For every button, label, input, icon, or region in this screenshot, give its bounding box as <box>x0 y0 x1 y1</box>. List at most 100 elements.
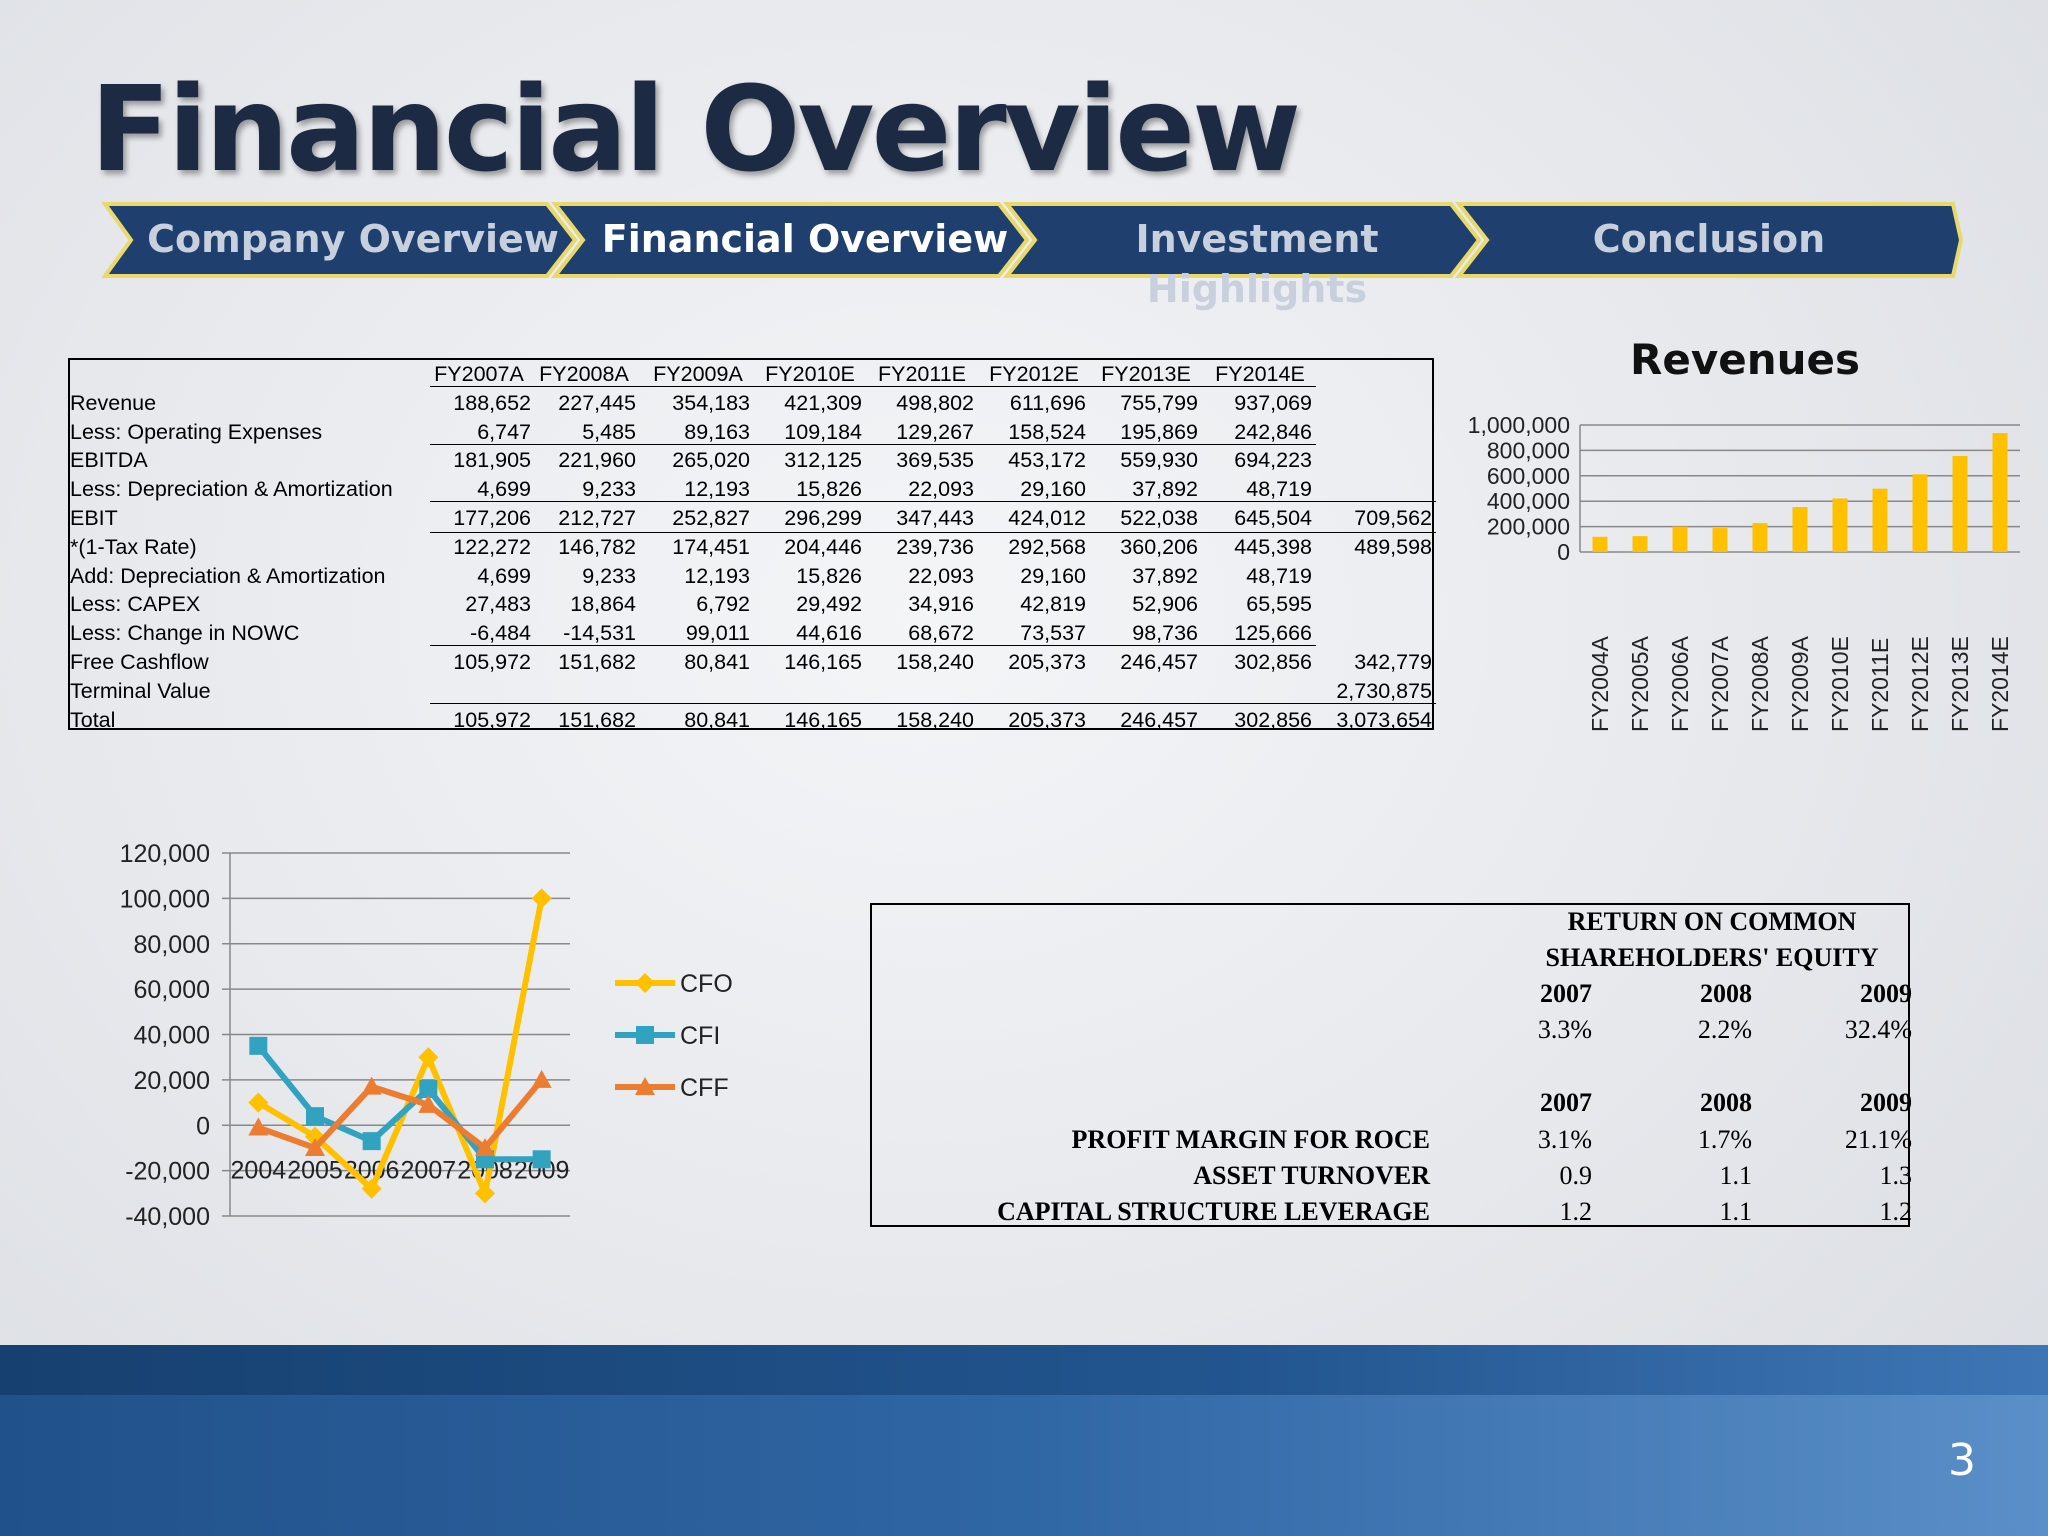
rule-line <box>430 532 1436 533</box>
table-header-cell: FY2014E <box>1215 362 1305 386</box>
table-row: *(1-Tax Rate) 122,272 146,782 174,451 204,44… <box>70 533 1432 561</box>
table-cell: 302,856 <box>1234 650 1312 674</box>
table-cell: 12,193 <box>684 563 750 588</box>
roce-row-value: 0.9 <box>1559 1161 1593 1190</box>
table-cell: 246,457 <box>1120 707 1198 732</box>
section-navigation: Company Overview Financial Overview Inve… <box>95 200 1965 311</box>
revenue-bar <box>1872 488 1888 552</box>
x-tick-label: FY2010E <box>1827 636 1853 732</box>
legend-label: CFO <box>680 970 733 998</box>
table-cell: 204,446 <box>784 534 862 559</box>
table-cell: 99,011 <box>685 621 750 646</box>
revenue-bar <box>1952 456 1968 552</box>
table-header-row: FY2007A FY2008A FY2009A FY2010E FY2011E FY201… <box>70 360 1432 388</box>
table-cell: 4,699 <box>477 563 531 588</box>
square-marker <box>249 1036 268 1055</box>
table-header-cell: FY2007A <box>434 362 524 386</box>
roce-table: RETURN ON COMMON SHAREHOLDERS' EQUITY 2007… <box>870 903 1913 1227</box>
table-header-cell: FY2012E <box>989 362 1079 386</box>
table-cell: 246,457 <box>1120 650 1198 674</box>
y-tick-label: 60,000 <box>134 976 210 1004</box>
table-cell: 221,960 <box>558 448 636 473</box>
row-label: Less: CAPEX <box>70 592 201 617</box>
roe-value: 3.3% <box>1537 1015 1592 1044</box>
table-cell: 6,747 <box>477 419 531 444</box>
diamond-marker <box>475 1183 495 1204</box>
series-line-cfo <box>256 897 545 1197</box>
table-cell: 212,727 <box>558 506 636 530</box>
roce-row-value: 1.3 <box>1879 1161 1913 1190</box>
table-cell: 453,172 <box>1008 448 1086 473</box>
table-cell: 105,972 <box>453 707 531 732</box>
table-cell: 158,240 <box>896 707 974 732</box>
table-cell: 6,792 <box>696 592 750 617</box>
table-cell: 22,093 <box>908 563 974 588</box>
table-cell: 105,972 <box>453 650 531 674</box>
y-tick-label: 600,000 <box>1487 463 1570 489</box>
revenues-chart-title: Revenues <box>1630 335 1860 384</box>
table-cell: 12,193 <box>684 477 750 502</box>
table-cell: 611,696 <box>1009 390 1086 415</box>
table-row: Less: CAPEX 27,483 18,864 6,792 29,492 34,916… <box>70 590 1432 618</box>
triangle-marker <box>248 1117 269 1136</box>
x-tick-label: 2004 <box>231 1156 287 1184</box>
table-cell: 80,841 <box>684 707 750 732</box>
table-cell: 48,719 <box>1246 563 1312 588</box>
square-marker <box>636 1026 654 1044</box>
tab-investment-highlights[interactable]: Investment Highlights <box>1135 217 1379 311</box>
page-number: 3 <box>1948 1435 1976 1486</box>
revenue-bar <box>1752 523 1768 552</box>
table-cell: 158,524 <box>1008 419 1086 444</box>
x-tick-label: FY2011E <box>1867 638 1893 732</box>
table-cell: 205,373 <box>1008 650 1086 674</box>
table-header-cell: FY2013E <box>1101 362 1191 386</box>
table-cell: -6,484 <box>470 621 531 646</box>
triangle-marker <box>635 1077 655 1095</box>
table-cell: 292,568 <box>1008 534 1086 559</box>
tab-conclusion[interactable]: Conclusion <box>1592 217 1826 261</box>
table-cell: 498,802 <box>896 390 974 415</box>
x-tick-label: FY2004A <box>1587 635 1613 732</box>
roce-title: SHAREHOLDERS' EQUITY <box>1545 943 1879 972</box>
y-tick-label: 40,000 <box>134 1022 210 1050</box>
table-cell: 694,223 <box>1234 448 1312 473</box>
y-tick-label: 100,000 <box>120 885 210 913</box>
triangle-marker <box>361 1076 382 1095</box>
roe-value: 32.4% <box>1844 1015 1912 1044</box>
table-cell: 73,537 <box>1020 621 1086 646</box>
triangle-marker <box>305 1137 325 1156</box>
table-cell: 645,504 <box>1234 506 1312 530</box>
table-cell: 129,267 <box>896 419 974 444</box>
table-cell: 177,206 <box>453 506 531 530</box>
tab-company-overview[interactable]: Company Overview <box>147 217 559 261</box>
table-cell: 360,206 <box>1120 534 1198 559</box>
roce-row-label: ASSET TURNOVER <box>1193 1161 1430 1190</box>
table-cell: 48,719 <box>1246 477 1312 502</box>
table-cell: 188,652 <box>453 390 531 415</box>
table-cell: 5,485 <box>582 419 636 444</box>
table-cell: 29,160 <box>1020 477 1086 502</box>
table-cell: 522,038 <box>1120 506 1198 530</box>
footer-band <box>0 1345 2048 1536</box>
table-row: Total 105,972 151,682 80,841 146,165 158,240 2… <box>70 706 1432 734</box>
x-tick-label: FY2009A <box>1787 635 1813 732</box>
row-label: Less: Depreciation & Amortization <box>70 477 393 502</box>
table-cell: 9,233 <box>582 477 636 502</box>
tab-financial-overview[interactable]: Financial Overview <box>601 217 1009 261</box>
rule-line <box>430 645 1316 647</box>
table-row: Terminal Value 2,730,875 <box>70 677 1432 705</box>
table-cell: 89,163 <box>684 419 750 444</box>
revenue-bar <box>1712 528 1728 552</box>
table-header-cell: FY2011E <box>877 362 967 386</box>
row-label: Free Cashflow <box>70 650 209 674</box>
table-row: EBIT 177,206 212,727 252,827 296,299 347,443 4… <box>70 504 1432 532</box>
y-tick-label: 1,000,000 <box>1468 412 1570 438</box>
table-cell: -14,531 <box>563 621 636 646</box>
table-row: Less: Operating Expenses 6,747 5,485 89,163… <box>70 418 1432 446</box>
series-line-cfi <box>255 1043 542 1163</box>
table-cell: 559,930 <box>1120 448 1198 473</box>
roce-row-value: 1.7% <box>1697 1125 1752 1154</box>
table-cell: 205,373 <box>1008 707 1086 732</box>
table-cell: 421,309 <box>784 390 862 415</box>
table-cell: 937,069 <box>1234 390 1312 415</box>
